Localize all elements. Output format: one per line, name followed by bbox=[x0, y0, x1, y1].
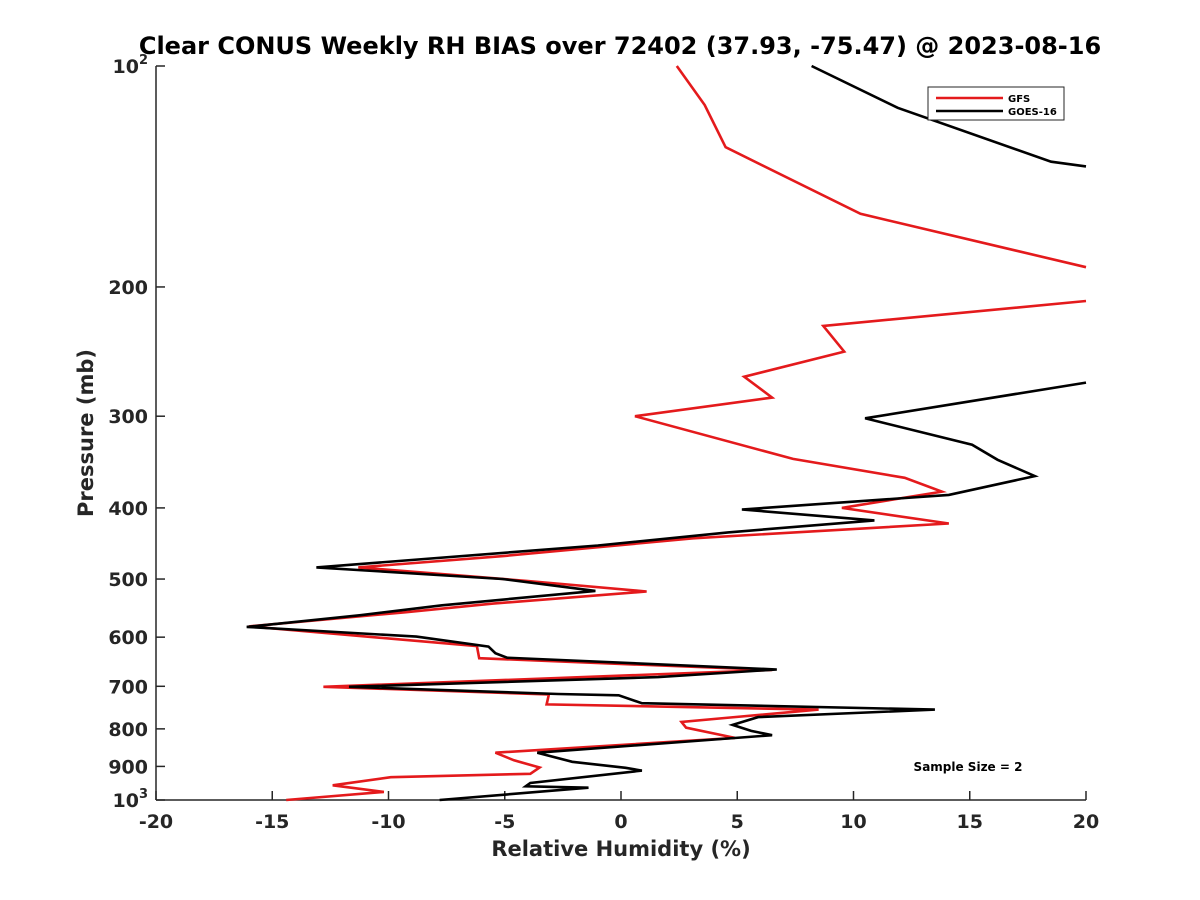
series-line-gfs-segment-2 bbox=[248, 299, 1087, 802]
series-line-goes16-segment-2 bbox=[246, 381, 1087, 802]
x-tick-label: 5 bbox=[731, 811, 744, 833]
y-tick-label: 900 bbox=[108, 756, 148, 778]
y-tick-label: 200 bbox=[108, 277, 148, 299]
series-group bbox=[246, 64, 1087, 802]
y-tick-label: 103 bbox=[113, 787, 149, 812]
chart-title: Clear CONUS Weekly RH BIAS over 72402 (3… bbox=[139, 32, 1101, 60]
series-line-gfs-segment-1 bbox=[675, 65, 1087, 269]
legend-box bbox=[927, 86, 1065, 121]
legend-label-goes16: GOES-16 bbox=[1008, 107, 1057, 118]
x-tick-label: -10 bbox=[371, 811, 405, 833]
sample-size-annotation: Sample Size = 2 bbox=[914, 760, 1023, 774]
y-tick-label: 700 bbox=[108, 676, 148, 698]
legend-label-gfs: GFS bbox=[1008, 94, 1030, 105]
y-tick-label: 300 bbox=[108, 406, 148, 428]
x-tick-label: 20 bbox=[1073, 811, 1099, 833]
y-tick-label-base: 10 bbox=[113, 56, 139, 78]
x-tick-label: -15 bbox=[255, 811, 289, 833]
x-tick-label: -20 bbox=[139, 811, 173, 833]
y-tick-label: 400 bbox=[108, 498, 148, 520]
y-tick-label: 102 bbox=[113, 53, 149, 78]
x-tick-label: 10 bbox=[840, 811, 866, 833]
y-tick-label: 800 bbox=[108, 719, 148, 741]
x-axis-ticks: -20 -15 -10 -5 0 5 10 15 20 bbox=[139, 791, 1099, 833]
y-tick-label-exponent: 3 bbox=[139, 787, 148, 802]
legend: GFS GOES-16 bbox=[927, 86, 1065, 121]
x-tick-label: 0 bbox=[614, 811, 627, 833]
y-tick-label-base: 10 bbox=[113, 790, 139, 812]
x-axis-label: Relative Humidity (%) bbox=[491, 837, 750, 861]
y-tick-label-exponent: 2 bbox=[139, 53, 148, 68]
y-tick-label: 500 bbox=[108, 569, 148, 591]
y-axis-label: Pressure (mb) bbox=[74, 349, 98, 517]
x-tick-label: -5 bbox=[494, 811, 515, 833]
series-line-goes16-segment-1 bbox=[811, 64, 1087, 168]
y-tick-label: 600 bbox=[108, 627, 148, 649]
x-tick-label: 15 bbox=[957, 811, 983, 833]
